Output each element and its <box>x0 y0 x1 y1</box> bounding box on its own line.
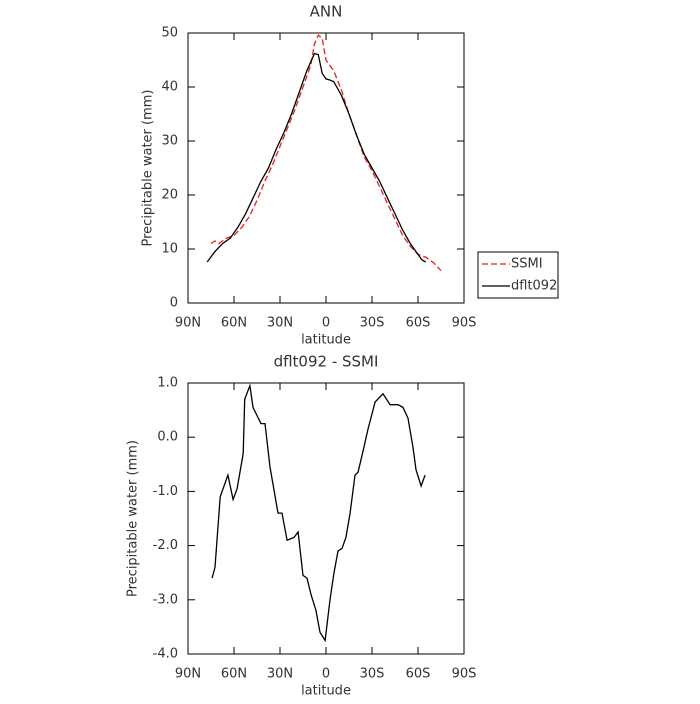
y-tick-label: -4.0 <box>153 647 178 662</box>
legend-box <box>477 251 559 299</box>
series-line <box>211 383 426 643</box>
y-tick-label: -3.0 <box>153 592 178 607</box>
chart-title: ANN <box>310 3 343 21</box>
y-tick-label: -2.0 <box>153 538 178 553</box>
x-tick-label: 30N <box>267 316 293 331</box>
y-tick-label: 0 <box>170 296 178 311</box>
x-tick-label: 90S <box>452 667 477 682</box>
x-tick-label: 90N <box>175 667 201 682</box>
x-axis-label: latitude <box>301 333 351 348</box>
x-axis-label: latitude <box>301 684 351 699</box>
y-tick-label: 10 <box>161 242 178 257</box>
x-tick-label: 30S <box>360 316 385 331</box>
x-tick-label: 60S <box>406 667 431 682</box>
legend-label: SSMI <box>511 257 543 272</box>
x-tick-label: 30N <box>267 667 293 682</box>
y-axis-label: Precipitable water (mm) <box>141 90 156 247</box>
x-tick-label: 90S <box>452 316 477 331</box>
chart-title: dflt092 - SSMI <box>274 353 379 371</box>
x-tick-label: 0 <box>322 667 330 682</box>
x-tick-label: 90N <box>175 316 201 331</box>
y-tick-label: 40 <box>161 80 178 95</box>
y-tick-label: 0.0 <box>157 430 178 445</box>
plot-frame <box>187 382 465 655</box>
y-tick-label: -1.0 <box>153 484 178 499</box>
y-tick-label: 50 <box>161 26 178 41</box>
series-line <box>210 34 442 272</box>
x-tick-label: 60S <box>406 316 431 331</box>
y-tick-label: 30 <box>161 134 178 149</box>
x-tick-label: 60N <box>221 316 247 331</box>
series-line <box>206 52 427 263</box>
x-tick-label: 30S <box>360 667 385 682</box>
y-tick-label: 1.0 <box>157 376 178 391</box>
legend-label: dflt092 <box>511 279 557 294</box>
y-tick-label: 20 <box>161 188 178 203</box>
x-tick-label: 60N <box>221 667 247 682</box>
plot-frame <box>187 32 465 304</box>
y-axis-label: Precipitable water (mm) <box>126 440 141 597</box>
x-tick-label: 0 <box>322 316 330 331</box>
